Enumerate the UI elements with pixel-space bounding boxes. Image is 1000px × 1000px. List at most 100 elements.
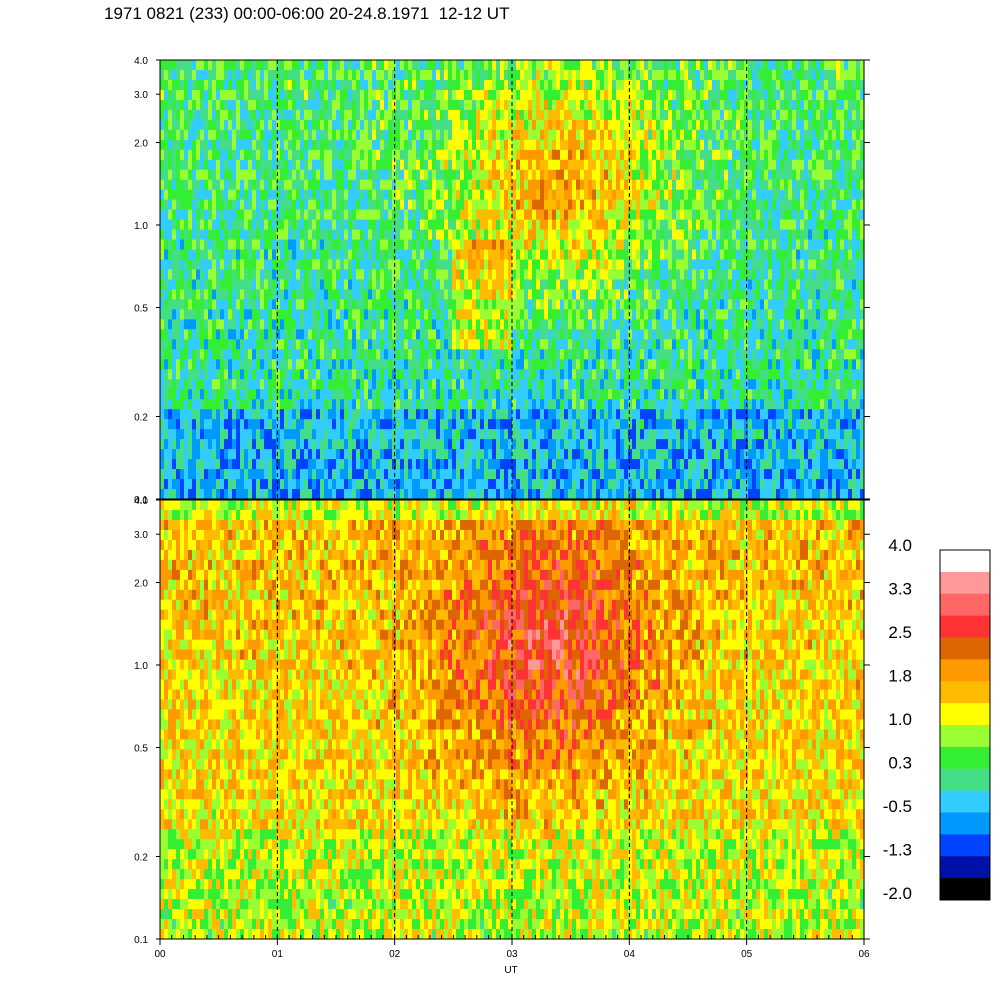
heatmap-cell [556, 299, 561, 311]
heatmap-cell [408, 119, 413, 131]
heatmap-cell [372, 119, 377, 131]
heatmap-cell [312, 279, 317, 291]
heatmap-cell [520, 179, 525, 191]
heatmap-cell [324, 339, 329, 350]
heatmap-cell [400, 449, 405, 460]
heatmap-cell [300, 399, 305, 410]
heatmap-cell [192, 249, 197, 261]
heatmap-cell [360, 469, 365, 480]
heatmap-cell [576, 159, 581, 171]
heatmap-cell [264, 99, 269, 111]
heatmap-cell [212, 139, 217, 151]
heatmap-cell [444, 349, 449, 360]
heatmap-cell [532, 439, 537, 450]
heatmap-cell [400, 399, 405, 410]
heatmap-cell [416, 209, 421, 221]
heatmap-cell [308, 409, 313, 420]
heatmap-cell [588, 119, 593, 131]
heatmap-cell [276, 179, 281, 191]
heatmap-cell [544, 419, 549, 430]
heatmap-cell [528, 369, 533, 380]
heatmap-cell [612, 69, 617, 81]
heatmap-cell [400, 79, 405, 91]
heatmap-cell [588, 279, 593, 291]
heatmap-cell [408, 69, 413, 81]
heatmap-cell [312, 399, 317, 410]
heatmap-cell [580, 329, 585, 340]
heatmap-cell [604, 269, 609, 281]
heatmap-cell [360, 319, 365, 330]
heatmap-cell [272, 469, 277, 480]
heatmap-cell [512, 409, 517, 420]
heatmap-cell [460, 329, 465, 340]
heatmap-cell [236, 359, 241, 370]
heatmap-cell [380, 269, 385, 281]
heatmap-cell [584, 319, 589, 330]
heatmap-cell [544, 169, 549, 181]
heatmap-cell [428, 149, 433, 161]
heatmap-cell [244, 399, 249, 410]
heatmap-cell [516, 119, 521, 131]
heatmap-cell [488, 129, 493, 141]
heatmap-cell [320, 189, 325, 201]
heatmap-cell [188, 199, 193, 211]
heatmap-cell [292, 69, 297, 81]
heatmap-cell [484, 449, 489, 460]
heatmap-cell [324, 369, 329, 380]
heatmap-cell [404, 479, 409, 490]
heatmap-cell [276, 239, 281, 251]
heatmap-cell [524, 469, 529, 480]
heatmap-cell [388, 249, 393, 261]
heatmap-cell [524, 149, 529, 161]
heatmap-cell [248, 109, 253, 121]
heatmap-cell [568, 419, 573, 430]
heatmap-cell [476, 349, 481, 360]
heatmap-cell [556, 189, 561, 201]
heatmap-cell [272, 179, 277, 191]
heatmap-cell [348, 119, 353, 131]
heatmap-cell [336, 60, 341, 71]
heatmap-cell [468, 369, 473, 380]
heatmap-cell [392, 339, 397, 350]
heatmap-cell [548, 289, 553, 301]
heatmap-cell [200, 129, 205, 141]
heatmap-cell [428, 99, 433, 111]
heatmap-cell [172, 469, 177, 480]
heatmap-cell [524, 479, 529, 490]
heatmap-cell [436, 469, 441, 480]
heatmap-cell [436, 399, 441, 410]
heatmap-cell [596, 119, 601, 131]
heatmap-cell [560, 239, 565, 251]
heatmap-cell [464, 279, 469, 291]
heatmap-cell [572, 339, 577, 350]
heatmap-cell [244, 149, 249, 161]
heatmap-cell [164, 229, 169, 241]
heatmap-cell [584, 229, 589, 241]
heatmap-cell [568, 109, 573, 121]
heatmap-cell [540, 359, 545, 370]
heatmap-cell [576, 349, 581, 360]
heatmap-cell [180, 179, 185, 191]
heatmap-cell [336, 109, 341, 121]
heatmap-cell [560, 159, 565, 171]
heatmap-cell [220, 119, 225, 131]
heatmap-cell [212, 259, 217, 271]
heatmap-cell [584, 429, 589, 440]
heatmap-cell [292, 179, 297, 191]
heatmap-cell [248, 429, 253, 440]
heatmap-cell [396, 479, 401, 490]
heatmap-cell [268, 469, 273, 480]
heatmap-cell [356, 469, 361, 480]
heatmap-cell [548, 229, 553, 241]
heatmap-cell [504, 279, 509, 291]
heatmap-cell [584, 489, 589, 500]
heatmap-cell [344, 69, 349, 81]
heatmap-cell [220, 369, 225, 380]
heatmap-cell [204, 169, 209, 181]
heatmap-cell [232, 339, 237, 350]
heatmap-cell [364, 429, 369, 440]
heatmap-cell [176, 469, 181, 480]
heatmap-cell [180, 309, 185, 321]
heatmap-cell [284, 119, 289, 131]
heatmap-cell [560, 79, 565, 91]
